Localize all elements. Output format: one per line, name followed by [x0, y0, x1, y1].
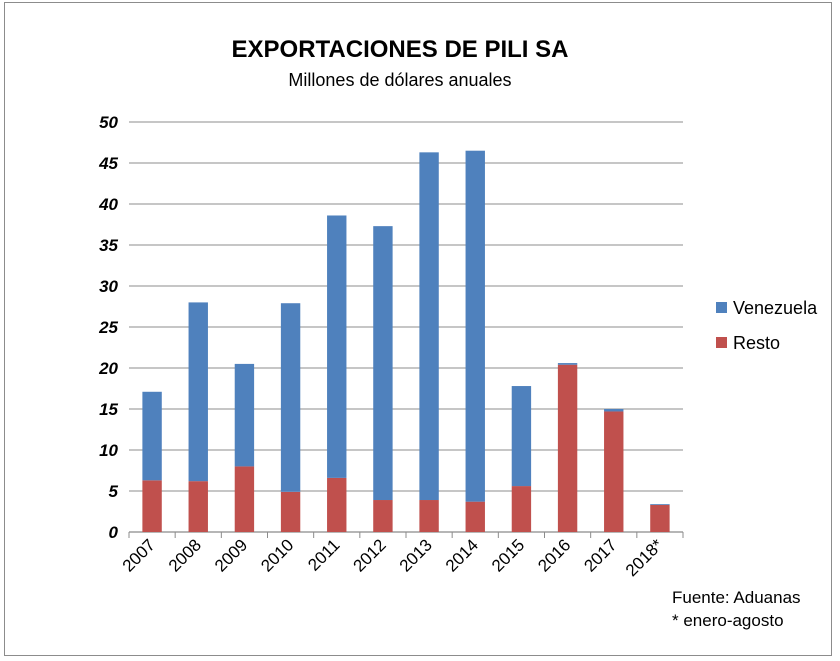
bar-venezuela [142, 391, 162, 481]
x-tick-label: 2012 [350, 535, 390, 575]
bar-venezuela [465, 150, 485, 502]
bar-resto [511, 486, 532, 532]
y-tick-label: 5 [109, 482, 119, 501]
x-tick-label: 2017 [580, 535, 620, 575]
bar-venezuela [604, 409, 624, 412]
legend-label: Venezuela [733, 298, 818, 318]
bar-resto [650, 504, 670, 532]
bar-resto [280, 491, 301, 532]
y-tick-label: 25 [98, 318, 118, 337]
y-tick-label: 10 [99, 441, 118, 460]
bar-venezuela [327, 215, 347, 478]
bar-venezuela [557, 363, 578, 365]
y-tick-label: 0 [109, 523, 119, 542]
x-tick-label: 2015 [488, 535, 528, 575]
x-tick-label: 2011 [304, 535, 343, 574]
bar-resto [142, 480, 162, 532]
bar-venezuela [650, 504, 670, 505]
bar-resto [327, 477, 347, 532]
y-tick-label: 45 [98, 154, 118, 173]
bar-resto [604, 411, 624, 532]
legend-swatch [716, 302, 727, 313]
x-tick-label: 2009 [211, 535, 251, 575]
source-text: Fuente: Aduanas [672, 588, 801, 607]
chart-title: EXPORTACIONES DE PILI SA [231, 36, 569, 63]
bar-venezuela [234, 363, 255, 467]
bar-venezuela [373, 226, 393, 501]
x-tick-label: 2010 [257, 535, 297, 575]
bar-venezuela [188, 302, 208, 482]
bar-venezuela [280, 303, 301, 492]
y-tick-label: 20 [98, 359, 118, 378]
x-tick-label: 2016 [534, 535, 574, 575]
x-tick-label: 2007 [119, 535, 159, 575]
bar-resto [373, 500, 393, 532]
y-tick-label: 30 [99, 277, 118, 296]
bar-resto [188, 481, 208, 532]
x-tick-label: 2014 [442, 535, 482, 575]
footnote-text: * enero-agosto [672, 611, 784, 630]
y-tick-label: 15 [99, 400, 118, 419]
chart-subtitle: Millones de dólares anuales [288, 70, 512, 90]
bar-venezuela [511, 386, 532, 487]
y-tick-label: 35 [99, 236, 118, 255]
legend-label: Resto [733, 333, 780, 353]
bar-resto [419, 500, 439, 532]
chart-frame [4, 2, 832, 656]
legend-swatch [716, 337, 727, 348]
source-note: Fuente: Aduanas * enero-agosto [672, 586, 801, 632]
x-tick-label: 2013 [396, 535, 436, 575]
x-tick-label: 2018* [622, 535, 667, 580]
bar-resto [465, 501, 485, 532]
bar-venezuela [419, 152, 439, 501]
bar-resto [234, 466, 255, 532]
y-tick-label: 50 [99, 113, 118, 132]
bar-resto [557, 364, 578, 532]
y-tick-label: 40 [98, 195, 118, 214]
x-tick-label: 2008 [165, 535, 205, 575]
